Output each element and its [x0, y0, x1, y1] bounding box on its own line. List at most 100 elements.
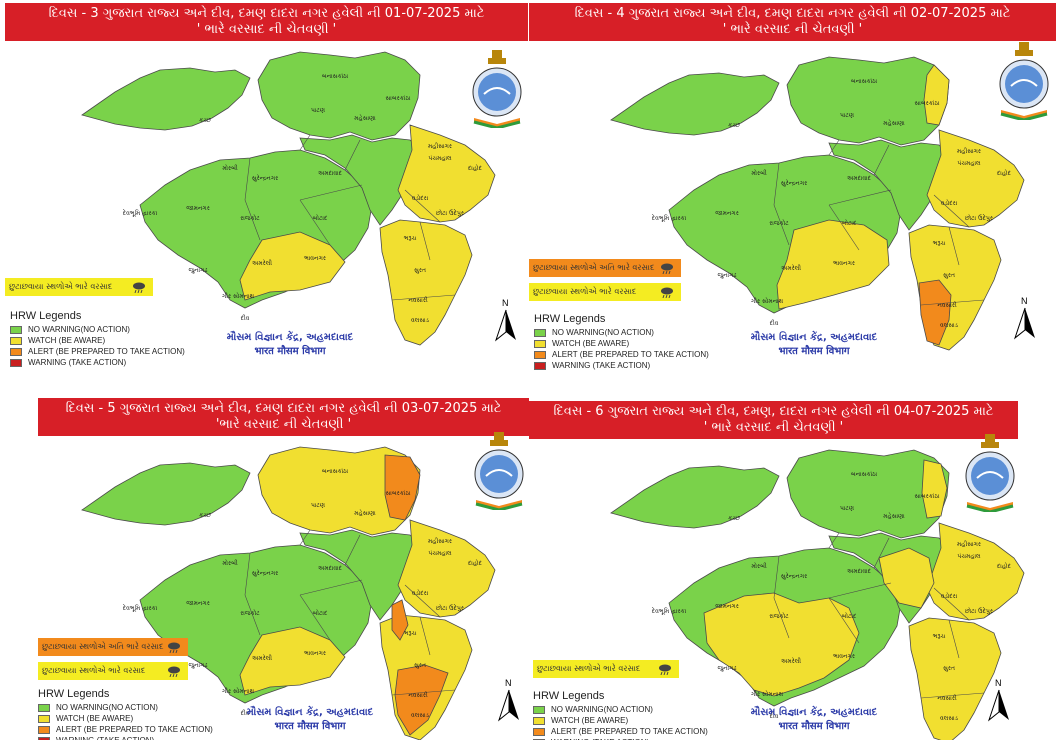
district-label: મહીસાગર	[957, 540, 981, 548]
district-label: વડોદરા	[941, 199, 958, 207]
district-label: મહીસાગર	[428, 537, 452, 545]
panel-title: દિવસ - 6 ગુજરાત રાજ્ય અને દીવ, દમણ, દાદર…	[553, 404, 994, 419]
hrw-legend-title: HRW Legends	[533, 690, 605, 702]
panel-subtitle: ' ભારે વરસાદ ની ચેતવણી '	[722, 22, 863, 37]
hrw-legend-item: WARNING (TAKE ACTION)	[38, 735, 213, 740]
hrw-legend-item: ALERT (BE PREPARED TO TAKE ACTION)	[10, 346, 185, 357]
district-label: બોટાદ	[842, 612, 857, 620]
district-label: સુરત	[414, 662, 426, 669]
region-kutch	[81, 462, 251, 526]
rain-cloud-icon	[168, 642, 180, 653]
district-label: છોટા ઉદેપુર	[436, 209, 464, 217]
warning-zone	[384, 454, 421, 521]
district-label: રાજકોટ	[240, 214, 260, 222]
svg-text:N: N	[502, 298, 509, 308]
district-label: ભાવનગર	[304, 650, 326, 657]
legend-label: WATCH (BE AWARE)	[28, 336, 106, 345]
legend-label: WARNING (TAKE ACTION)	[551, 738, 649, 740]
district-boundary	[828, 189, 892, 206]
district-label: પંચમહાલ	[428, 155, 452, 162]
region-north	[257, 51, 421, 141]
district-label: પાટણ	[311, 502, 325, 509]
legend-swatch	[533, 705, 545, 714]
district-label: મહેસાણા	[883, 512, 905, 520]
office-credit: મૌસમ વિજ્ઞાન કેંદ્ર, અહમદાવાદ भारत मौसम …	[225, 706, 395, 734]
district-boundary	[391, 294, 456, 301]
district-label: જુનાગઢ	[718, 272, 737, 279]
hrw-legend-item: NO WARNING(NO ACTION)	[534, 327, 709, 338]
district-label: અમદાવાદ	[318, 565, 343, 572]
legend-swatch	[38, 703, 50, 712]
district-boundary	[873, 537, 890, 569]
district-label: ભાવનગર	[833, 653, 855, 660]
heavy-rain-legend: છુટાછવાયા સ્થળોએ ભારે વરસાદ	[533, 660, 679, 678]
legend-swatch	[534, 361, 546, 370]
district-label: બનાસકાંઠા	[322, 73, 349, 80]
office-name: મૌસમ વિજ્ઞાન કેંદ્ર, અહમદાવાદ	[226, 332, 354, 343]
district-map: બનાસકાંઠા કચ્છ પાટણ મહેસાણા સાબરકાંઠા અમદાવાદ…	[610, 56, 1025, 351]
region-north	[786, 56, 950, 146]
svg-text:N: N	[1021, 296, 1028, 306]
district-label: ભરૂચ	[404, 630, 417, 637]
district-label: દાહોદ	[468, 559, 483, 567]
district-label: મહેસાણા	[354, 509, 376, 517]
legend-swatch	[38, 714, 50, 723]
district-label: દીવ	[770, 319, 779, 327]
legend-label: ALERT (BE PREPARED TO TAKE ACTION)	[552, 350, 709, 359]
district-label: નવસારી	[937, 301, 957, 309]
warning-zone	[878, 547, 935, 609]
district-boundary	[404, 189, 441, 223]
heavy-rain-legend: છુટાછવાયા સ્થળોએ ભારે વરસાદ	[529, 283, 681, 301]
district-boundary	[391, 689, 456, 696]
district-boundary	[299, 579, 363, 596]
rain-cloud-icon	[659, 664, 671, 675]
district-label: પંચમહાલ	[957, 160, 981, 167]
imd-emblem-logo	[474, 432, 524, 510]
region-east	[397, 519, 496, 618]
north-arrow-icon: N	[987, 678, 1009, 722]
rain-cloud-icon	[661, 287, 673, 298]
hrw-legend-item: WARNING (TAKE ACTION)	[534, 360, 709, 370]
district-label: મહેસાણા	[354, 114, 376, 122]
district-boundary	[828, 204, 860, 251]
hrw-legend-item: NO WARNING(NO ACTION)	[38, 702, 213, 713]
rain-cloud-icon	[133, 282, 145, 293]
district-label: દાહોદ	[468, 164, 483, 172]
district-label: દેવભૂમિ દ્વારકા	[122, 209, 157, 217]
district-label: વડોદરા	[412, 589, 429, 597]
warning-zone	[918, 279, 952, 346]
panel-title: દિવસ - 3 ગુજરાત રાજ્ય અને દીવ, દમણ દાદરા…	[48, 6, 485, 21]
legend-label: WARNING (TAKE ACTION)	[28, 358, 127, 367]
district-label: દાહોદ	[997, 562, 1012, 570]
legend-label: ALERT (BE PREPARED TO TAKE ACTION)	[28, 347, 185, 356]
district-label: વલસાડ	[411, 317, 430, 324]
legend-swatch	[534, 350, 546, 359]
hrw-legend-item: NO WARNING(NO ACTION)	[533, 704, 708, 715]
region-east	[926, 129, 1025, 228]
district-label: સુરત	[943, 272, 955, 279]
panel-subtitle: ' ભારે વરસાદ ની ચેતવણી '	[703, 420, 844, 435]
svg-text:N: N	[505, 678, 512, 688]
district-label: ભાવનગર	[304, 255, 326, 262]
district-label: પંચમહાલ	[428, 550, 452, 557]
district-label: ભરૂચ	[933, 633, 946, 640]
hrw-legend-title: HRW Legends	[38, 688, 110, 700]
region-east	[926, 522, 1025, 621]
legend-label: WATCH (BE AWARE)	[551, 716, 629, 725]
district-boundary	[404, 584, 441, 618]
legend-swatch	[10, 336, 22, 345]
district-label: વડોદરા	[941, 592, 958, 600]
panel-title: દિવસ - 4 ગુજરાત રાજ્ય અને દીવ, દમણ દાદરા…	[574, 6, 1011, 21]
district-label: અમદાવાદ	[847, 568, 872, 575]
legend-label: NO WARNING(NO ACTION)	[28, 325, 130, 334]
district-label: જુનાગઢ	[189, 662, 208, 669]
district-label: મોરબી	[222, 559, 238, 567]
district-boundary	[344, 139, 361, 171]
district-label: જામનગર	[715, 603, 739, 610]
hrw-legend: HRW Legends NO WARNING(NO ACTION) WATCH (B…	[534, 313, 709, 370]
district-label: સાબરકાંઠા	[386, 95, 411, 102]
legend-label: WATCH (BE AWARE)	[552, 339, 630, 348]
district-label: રાજકોટ	[240, 609, 260, 617]
district-label: અમદાવાદ	[318, 170, 343, 177]
hrw-legend-item: WATCH (BE AWARE)	[534, 338, 709, 349]
